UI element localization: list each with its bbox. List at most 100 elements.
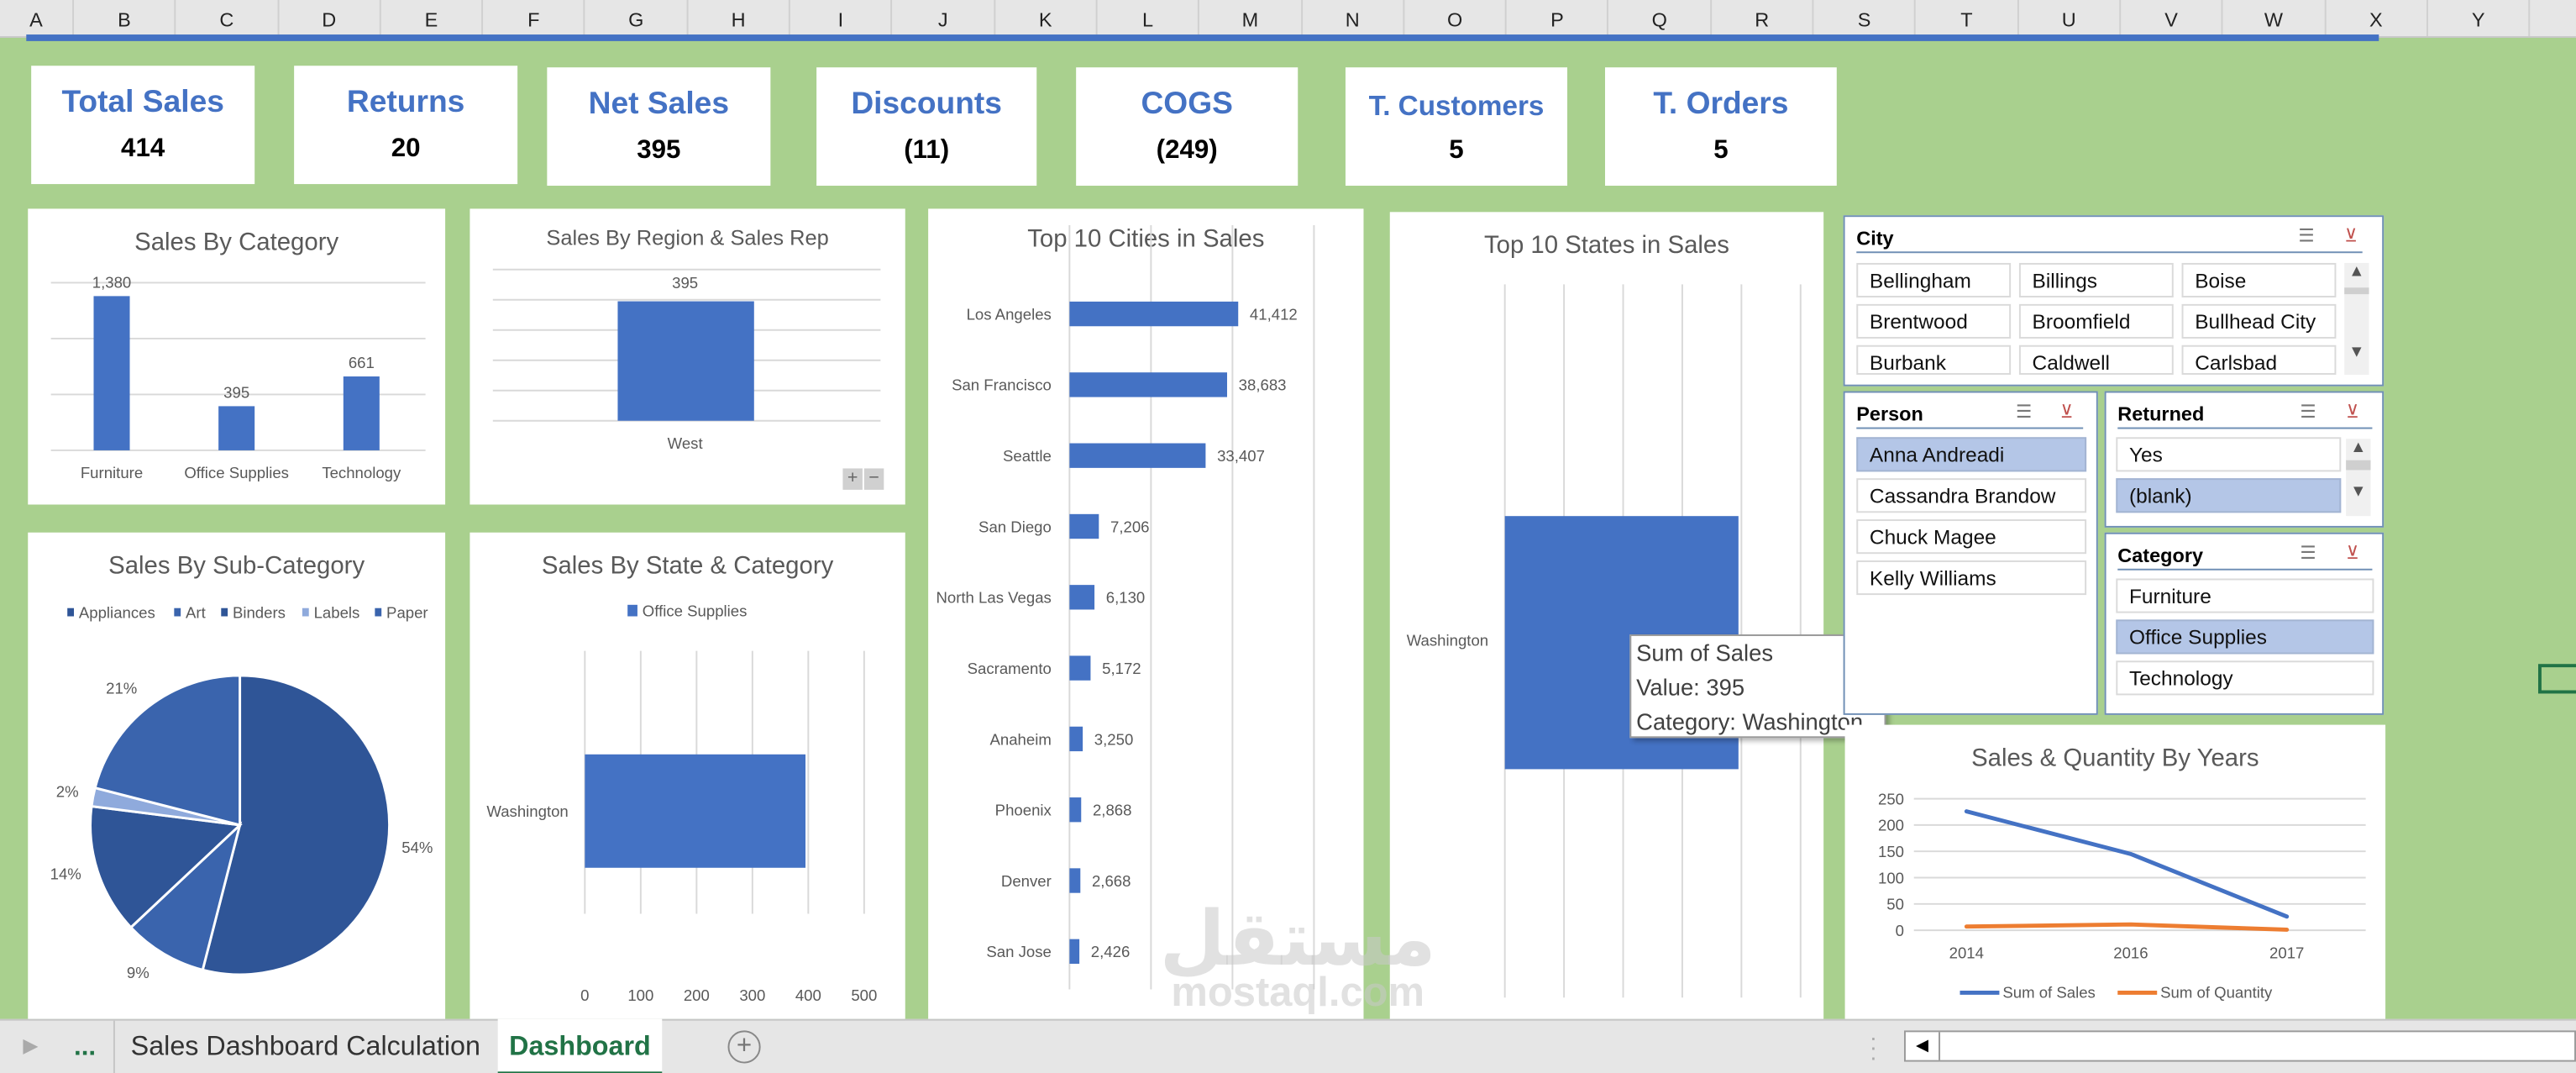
slicer-item[interactable]: Anna Andreadi xyxy=(1856,437,2087,472)
column-header-r[interactable]: R xyxy=(1712,0,1814,37)
slicer-item[interactable]: (blank) xyxy=(2116,478,2342,513)
column-header-n[interactable]: N xyxy=(1302,0,1405,37)
data-label: 3,250 xyxy=(1094,730,1134,748)
column-header-g[interactable]: G xyxy=(585,0,689,37)
chart-top10-states[interactable]: Top 10 States in Sales Washington xyxy=(1389,212,1824,1019)
splitter-handle-icon[interactable]: · · · xyxy=(1869,1023,1878,1070)
slicer-item[interactable]: Caldwell xyxy=(2018,345,2174,375)
kpi-total-sales: Total Sales 414 xyxy=(31,66,255,185)
column-header-b[interactable]: B xyxy=(74,0,176,37)
multi-select-icon[interactable]: ☰ xyxy=(2015,402,2033,423)
multi-select-icon[interactable]: ☰ xyxy=(2300,402,2316,423)
slicer-item[interactable]: Technology xyxy=(2116,660,2374,696)
column-header-u[interactable]: U xyxy=(2018,0,2122,37)
kpi-value: 5 xyxy=(1449,136,1464,165)
scroll-thumb[interactable] xyxy=(2346,460,2371,471)
column-header-t[interactable]: T xyxy=(1916,0,2019,37)
column-header-k[interactable]: K xyxy=(995,0,1098,37)
slicer-scrollbar[interactable]: ▲ ▼ xyxy=(2344,262,2369,375)
scroll-down-icon[interactable]: ▼ xyxy=(2348,343,2365,362)
header-accent-bar xyxy=(26,34,2379,41)
data-label: 33,407 xyxy=(1217,447,1265,465)
slicer-item[interactable]: Kelly Williams xyxy=(1856,560,2087,596)
chart-title: Sales By Sub-Category xyxy=(108,552,365,581)
slicer-item[interactable]: Broomfield xyxy=(2018,303,2174,339)
slicer-item[interactable]: Brentwood xyxy=(1856,303,2012,339)
slicer-item[interactable]: Furniture xyxy=(2116,578,2374,613)
collapse-field-button[interactable]: − xyxy=(863,468,884,490)
chart-sales-quantity-by-years[interactable]: Sales & Quantity By Years 250 200 150 100 50… xyxy=(1844,724,2386,1019)
multi-select-icon[interactable]: ☰ xyxy=(2300,544,2316,564)
tick-label: 500 xyxy=(851,986,877,1004)
chart-title: Top 10 States in Sales xyxy=(1483,231,1729,260)
multi-select-icon[interactable]: ☰ xyxy=(2298,226,2315,247)
slicer-item[interactable]: Yes xyxy=(2116,437,2342,472)
column-header-e[interactable]: E xyxy=(381,0,484,37)
legend-swatch xyxy=(627,604,637,617)
legend-label: Labels xyxy=(314,603,360,621)
more-sheets-button[interactable]: ... xyxy=(74,1034,97,1062)
column-header-m[interactable]: M xyxy=(1199,0,1303,37)
chart-sales-by-subcategory[interactable]: Sales By Sub-Category Appliances Art Binde… xyxy=(28,532,446,1019)
slicer-item[interactable]: Office Supplies xyxy=(2116,619,2374,655)
plus-circle-icon[interactable]: + xyxy=(727,1030,761,1064)
bar xyxy=(93,296,130,450)
column-header-c[interactable]: C xyxy=(176,0,279,37)
kpi-title: Net Sales xyxy=(588,87,730,122)
clear-filter-icon[interactable]: ⊻ xyxy=(2346,544,2359,564)
chart-sales-by-region[interactable]: Sales By Region & Sales Rep 395 West + − xyxy=(470,208,905,505)
tab-dashboard[interactable]: Dashboard xyxy=(497,1018,663,1073)
chart-sales-by-state-category[interactable]: Sales By State & Category Office Supplie… xyxy=(470,532,905,1019)
tab-sales-dashboard-calculation[interactable]: Sales Dashboard Calculation xyxy=(130,1032,480,1062)
selected-cell[interactable] xyxy=(2538,664,2576,694)
slicer-title: Returned xyxy=(2117,402,2205,426)
series-line xyxy=(1964,922,2290,932)
column-header-x[interactable]: X xyxy=(2326,0,2428,37)
slicer-item[interactable]: Bellingham xyxy=(1856,262,2012,298)
column-header-a[interactable]: A xyxy=(0,0,75,37)
column-header-y[interactable]: Y xyxy=(2428,0,2531,37)
clear-filter-icon[interactable]: ⊻ xyxy=(2346,402,2359,423)
slicer-person[interactable]: Person ☰ ⊻ Anna Andreadi Cassandra Brando… xyxy=(1843,391,2098,715)
slicer-item[interactable]: Chuck Magee xyxy=(1856,519,2087,555)
column-header-f[interactable]: F xyxy=(483,0,586,37)
slicer-category[interactable]: Category ☰ ⊻ Furniture Office Supplies Tec… xyxy=(2104,532,2385,715)
horizontal-scrollbar[interactable]: ◀ xyxy=(1903,1030,2576,1062)
column-header-j[interactable]: J xyxy=(893,0,995,37)
expand-field-button[interactable]: + xyxy=(842,468,863,490)
category-label: North Las Vegas xyxy=(936,589,1051,607)
scroll-tabs-right-icon[interactable]: ▶ xyxy=(23,1034,39,1057)
column-header-v[interactable]: V xyxy=(2121,0,2224,37)
slicer-item[interactable]: Burbank xyxy=(1856,345,2012,375)
slicer-item[interactable]: Boise xyxy=(2181,262,2337,298)
column-header-o[interactable]: O xyxy=(1404,0,1508,37)
column-header-h[interactable]: H xyxy=(688,0,791,37)
slicer-item[interactable]: Carlsbad xyxy=(2181,345,2337,375)
slicer-scrollbar[interactable]: ▲ ▼ xyxy=(2346,439,2371,517)
scroll-down-icon[interactable]: ▼ xyxy=(2350,483,2367,502)
chart-sales-by-category[interactable]: Sales By Category 1,380 Furniture 395 Offic… xyxy=(28,208,446,505)
chart-top10-cities[interactable]: Top 10 Cities in Sales Los Angeles 41,412… xyxy=(928,208,1364,1019)
clear-filter-icon[interactable]: ⊻ xyxy=(2059,402,2074,423)
column-header-w[interactable]: W xyxy=(2223,0,2326,37)
bar xyxy=(1069,655,1091,681)
scroll-up-icon[interactable]: ▲ xyxy=(2348,262,2365,281)
slicer-city[interactable]: City ☰ ⊻ Bellingham Billings Boise Brentwoo… xyxy=(1843,215,2385,387)
slicer-item[interactable]: Cassandra Brandow xyxy=(1856,478,2087,513)
kpi-value: (11) xyxy=(904,136,950,165)
slicer-returned[interactable]: Returned ☰ ⊻ Yes (blank) ▲ ▼ xyxy=(2104,391,2385,528)
column-header-q[interactable]: Q xyxy=(1609,0,1712,37)
bar xyxy=(1069,868,1081,893)
clear-filter-icon[interactable]: ⊻ xyxy=(2344,226,2358,247)
slicer-item[interactable]: Bullhead City xyxy=(2181,303,2337,339)
scroll-thumb[interactable] xyxy=(2344,287,2369,295)
scroll-up-icon[interactable]: ▲ xyxy=(2350,439,2367,457)
column-header-p[interactable]: P xyxy=(1507,0,1609,37)
column-header-s[interactable]: S xyxy=(1814,0,1917,37)
column-header-l[interactable]: L xyxy=(1098,0,1200,37)
column-header-i[interactable]: I xyxy=(790,0,893,37)
scroll-left-icon[interactable]: ◀ xyxy=(1906,1032,1941,1060)
column-header-d[interactable]: D xyxy=(279,0,381,37)
slicer-item[interactable]: Billings xyxy=(2018,262,2174,298)
